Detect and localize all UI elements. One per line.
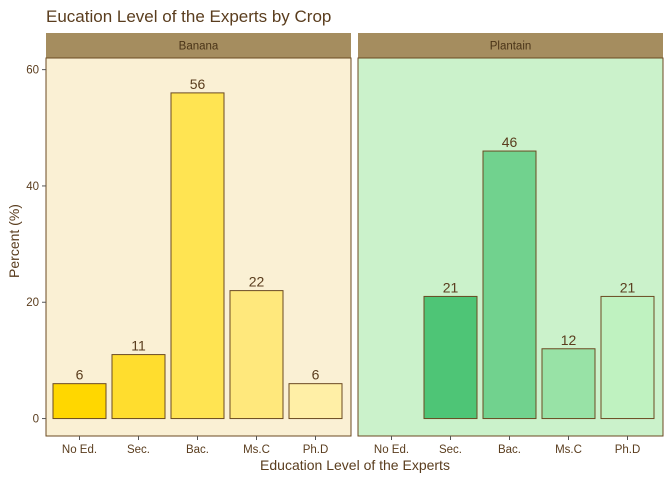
bar	[423, 295, 478, 420]
bar	[600, 295, 655, 420]
facet-panels: Banana No Ed. Sec. Bac. Ms.C Ph.D 6 11 56 22 6 Plan…	[45, 33, 664, 456]
x-tick-label: Bac.	[498, 444, 521, 456]
y-tick-label: 0	[33, 414, 39, 426]
bar-value-label: 22	[249, 274, 265, 290]
x-tick-label: Sec.	[127, 444, 150, 456]
bar-value-label: 12	[561, 332, 577, 348]
facet-strip	[46, 33, 351, 58]
bar	[482, 150, 537, 420]
bar	[288, 383, 343, 420]
panel-plantain: Plantain No Ed. Sec. Bac. Ms.C Ph.D 21 46 12 21	[357, 33, 664, 456]
bar-value-label: 56	[190, 76, 206, 92]
chart-title: Eucation Level of the Experts by Crop	[46, 7, 331, 26]
bar-value-label: 11	[131, 338, 146, 354]
bar	[52, 383, 107, 420]
facet-strip	[358, 33, 663, 58]
bar	[229, 290, 284, 420]
bar	[170, 92, 225, 420]
panel-banana: Banana No Ed. Sec. Bac. Ms.C Ph.D 6 11 56 22 6	[45, 33, 352, 456]
x-tick-label: Sec.	[439, 444, 462, 456]
x-tick-label: No Ed.	[374, 444, 409, 456]
facet-strip-label: Banana	[179, 41, 219, 53]
y-axis-title: Percent (%)	[6, 204, 22, 278]
bar-value-label: 21	[443, 279, 459, 295]
bar-value-label: 21	[620, 279, 636, 295]
facet-strip-label: Plantain	[490, 41, 532, 53]
y-tick-label: 20	[26, 297, 39, 309]
bar-value-label: 6	[76, 367, 84, 383]
bar-value-label: 46	[502, 134, 518, 150]
x-tick-label: No Ed.	[62, 444, 97, 456]
x-axis-title: Education Level of the Experts	[260, 457, 450, 473]
x-tick-label: Bac.	[186, 444, 209, 456]
y-tick-label: 60	[26, 65, 39, 77]
y-tick-label: 40	[26, 181, 39, 193]
x-tick-label: Ms.C	[243, 444, 270, 456]
y-axis: 0 20 40 60	[26, 65, 46, 426]
x-tick-label: Ph.D	[303, 444, 329, 456]
bar-value-label: 6	[312, 367, 320, 383]
x-tick-label: Ph.D	[615, 444, 641, 456]
x-tick-label: Ms.C	[555, 444, 582, 456]
bar	[541, 348, 596, 420]
bar	[111, 354, 166, 420]
